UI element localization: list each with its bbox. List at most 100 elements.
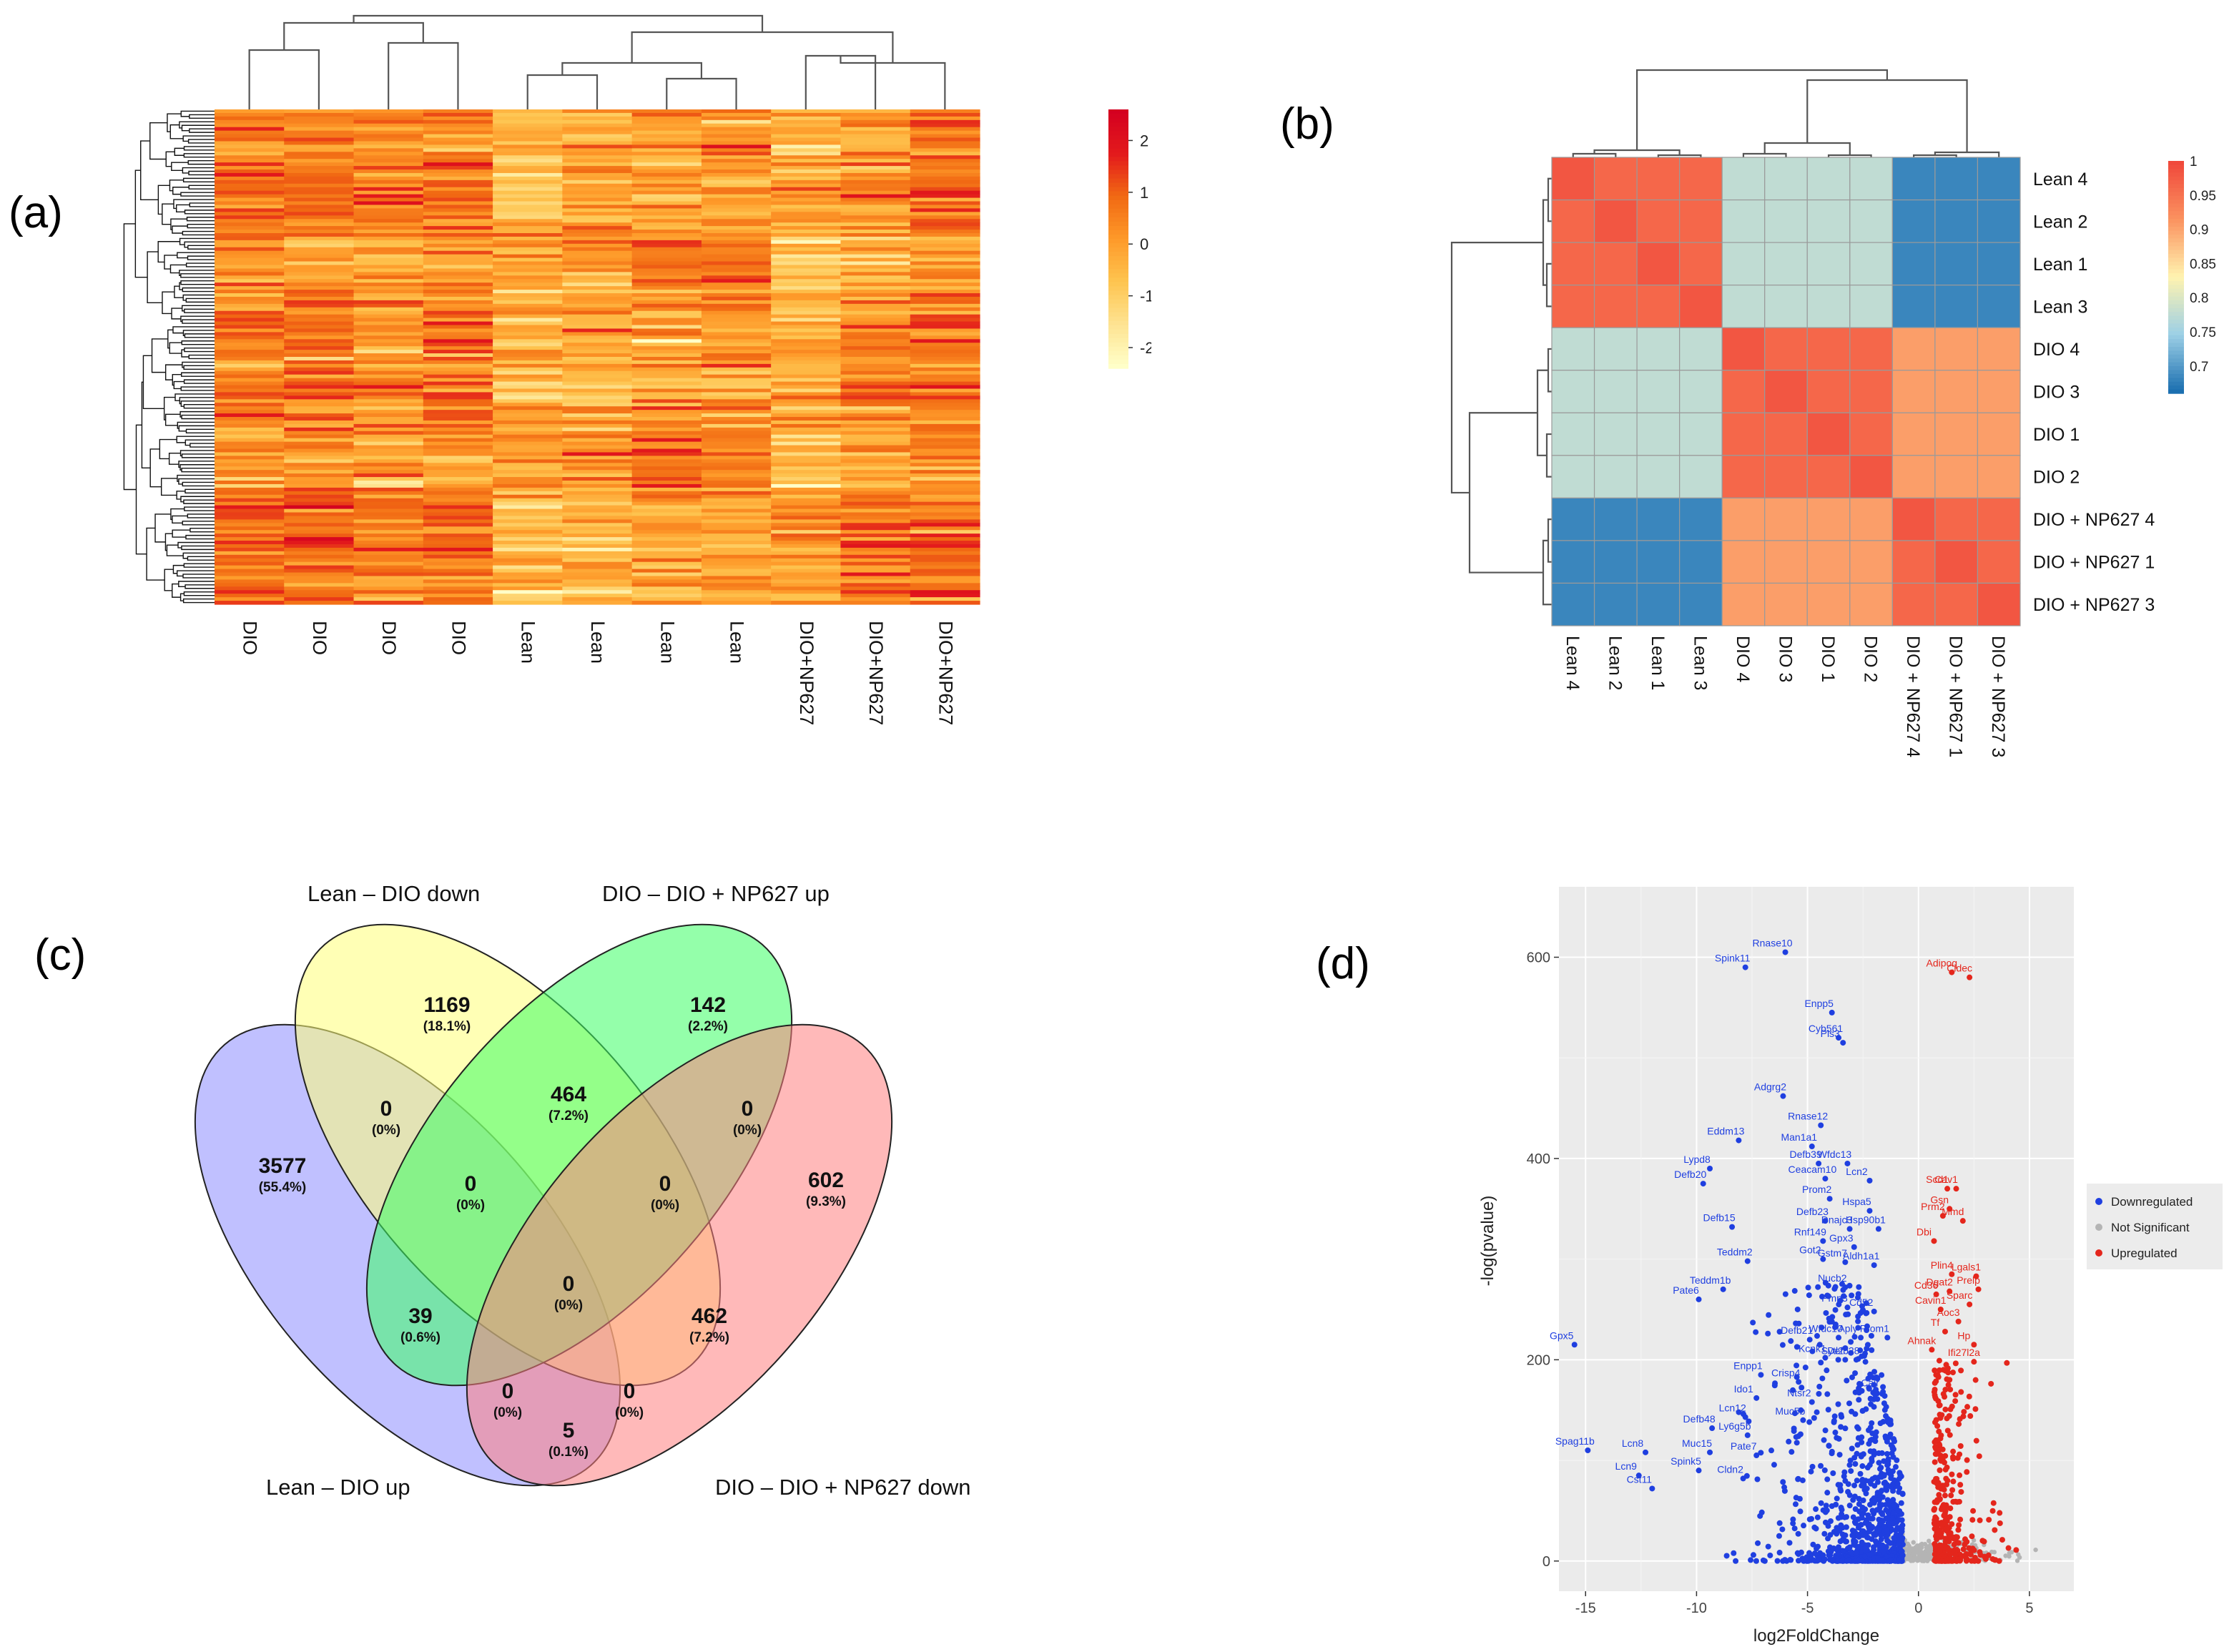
- legend-swatch: [1108, 329, 1128, 335]
- dendrogram-branch: [181, 545, 215, 551]
- heatmap-a-cell: [284, 119, 355, 124]
- heatmap-a-cell: [631, 303, 702, 308]
- volcano-point-up: [1955, 1527, 1962, 1533]
- legend-swatch: [1108, 338, 1128, 343]
- volcano-point-down: [1849, 1445, 1855, 1452]
- heatmap-a-cell: [562, 544, 633, 549]
- volcano-gene-label: Gstm7: [1818, 1247, 1847, 1259]
- heatmap-a-cell: [284, 459, 355, 463]
- heatmap-a-cell: [562, 434, 633, 439]
- heatmap-a-cell: [493, 551, 563, 556]
- volcano-gene-label: Adipoq: [1927, 958, 1958, 969]
- heatmap-a-cell: [631, 534, 702, 538]
- heatmap-a-cell: [840, 275, 911, 280]
- legend-swatch: [1108, 320, 1128, 326]
- heatmap-a-cell: [353, 183, 424, 188]
- heatmap-a-cell: [215, 159, 285, 163]
- volcano-point-down: [1808, 1468, 1814, 1475]
- volcano-point-up: [1944, 1464, 1950, 1470]
- volcano-point-down: [1814, 1333, 1821, 1339]
- volcano-point-down: [1872, 1532, 1879, 1538]
- heatmap-a-cells: [215, 109, 980, 605]
- volcano-point-down: [1878, 1488, 1884, 1495]
- legend-tick-label: 0.95: [2190, 189, 2216, 204]
- volcano-point-down: [1890, 1510, 1896, 1516]
- legend-swatch: [1108, 260, 1128, 265]
- heatmap-a-cell: [493, 445, 563, 450]
- heatmap-a-cell: [493, 463, 563, 467]
- heatmap-a-cell: [215, 152, 285, 156]
- heatmap-a-cell: [215, 335, 285, 340]
- volcano-point-ns: [1918, 1545, 1923, 1551]
- dendrogram-branch: [180, 273, 215, 278]
- heatmap-a-cell: [910, 523, 980, 527]
- heatmap-a-cell: [701, 290, 772, 294]
- heatmap-a-cell: [284, 152, 355, 156]
- heatmap-a-cell: [284, 268, 355, 272]
- heatmap-a-cell: [353, 561, 424, 566]
- heatmap-a-cell: [910, 247, 980, 252]
- dendrogram-branch: [172, 529, 190, 538]
- volcano-point-labeled: [1829, 1009, 1835, 1016]
- legend-swatch: [2168, 238, 2184, 243]
- heatmap-a-cell: [493, 279, 563, 283]
- heatmap-a-cell: [423, 212, 493, 216]
- volcano-point-down: [1867, 1371, 1874, 1377]
- volcano-point-down: [1856, 1397, 1862, 1403]
- heatmap-b-column-label: DIO + NP627 1: [1946, 636, 1966, 757]
- venn-region-percent: (0%): [651, 1198, 679, 1213]
- heatmap-a-cell: [631, 388, 702, 393]
- heatmap-a-cell: [423, 558, 493, 563]
- heatmap-a-cell: [910, 406, 980, 410]
- heatmap-a-cell: [910, 325, 980, 330]
- heatmap-a-cell: [840, 279, 911, 283]
- volcano-point-down: [1821, 1437, 1827, 1443]
- heatmap-a-cell: [562, 530, 633, 534]
- legend-tick-label: -2: [1140, 339, 1151, 357]
- legend-swatch: [1108, 148, 1128, 154]
- heatmap-a-cell: [562, 395, 633, 400]
- heatmap-a-cell: [353, 296, 424, 301]
- heatmap-a-cell: [910, 530, 980, 534]
- heatmap-a-cell: [353, 350, 424, 354]
- volcano-point-up: [1997, 1520, 2003, 1526]
- heatmap-a-cell: [215, 201, 285, 206]
- heatmap-a-cell: [284, 544, 355, 549]
- volcano-point-down: [1826, 1552, 1832, 1558]
- heatmap-a-cell: [840, 505, 911, 510]
- heatmap-a-cell: [910, 119, 980, 124]
- heatmap-a-cell: [493, 201, 563, 206]
- volcano-point-down: [1788, 1338, 1794, 1344]
- heatmap-a-cell: [840, 130, 911, 135]
- heatmap-a-cell: [562, 116, 633, 121]
- heatmap-a-cell: [701, 473, 772, 478]
- heatmap-b-cell: [1891, 582, 1936, 626]
- heatmap-a-cell: [910, 547, 980, 552]
- volcano-point-down: [1899, 1523, 1905, 1530]
- heatmap-a-cell: [493, 109, 563, 114]
- heatmap-a-cell: [701, 353, 772, 358]
- volcano-x-axis-title: log2FoldChange: [1753, 1626, 1879, 1646]
- heatmap-b-cell: [1849, 199, 1893, 243]
- heatmap-a-cell: [771, 537, 842, 541]
- heatmap-b-column-label: DIO + NP627 4: [1903, 636, 1923, 757]
- heatmap-a-cell: [701, 187, 772, 192]
- heatmap-a-cell: [215, 240, 285, 245]
- volcano-point-up: [1944, 1525, 1950, 1531]
- volcano-gene-label: Cidec: [1947, 963, 1972, 974]
- dendrogram-branch: [1547, 348, 1552, 393]
- heatmap-a-cell: [771, 363, 842, 368]
- heatmap-a-cell: [493, 583, 563, 587]
- heatmap-a-cell: [771, 601, 842, 605]
- volcano-point-labeled: [1822, 1354, 1829, 1361]
- volcano-point-up: [1964, 1469, 1970, 1475]
- volcano-point-down: [1792, 1501, 1799, 1508]
- heatmap-a-cell: [423, 314, 493, 319]
- heatmap-a-cell: [493, 569, 563, 574]
- volcano-gene-label: Lypd8: [1683, 1154, 1711, 1165]
- volcano-point-labeled: [1937, 1307, 1944, 1312]
- heatmap-a-cell: [701, 576, 772, 580]
- heatmap-b-cell: [1636, 242, 1681, 286]
- volcano-point-down: [1767, 1552, 1773, 1558]
- volcano-gene-label: Cd36: [1914, 1279, 1939, 1291]
